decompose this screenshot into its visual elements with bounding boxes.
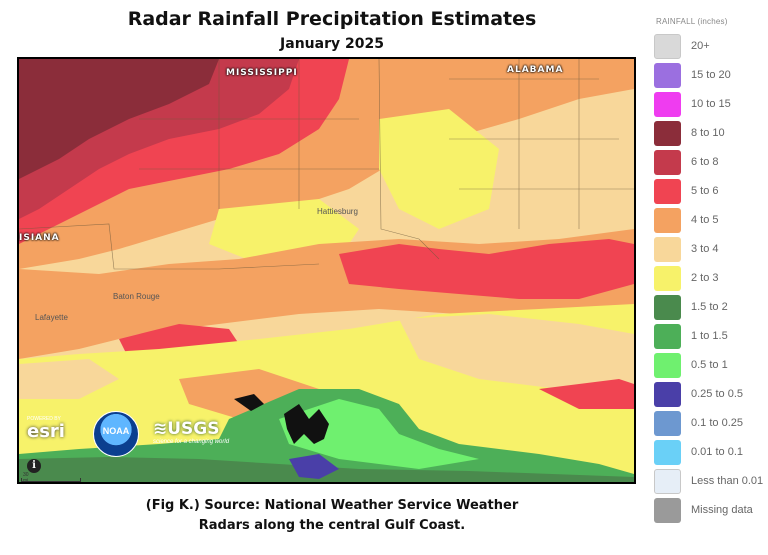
legend-item: 0.25 to 0.5 [654, 382, 768, 409]
legend-label: 15 to 20 [691, 69, 731, 81]
legend-swatch [654, 295, 681, 320]
legend-swatch [654, 353, 681, 378]
page-title: Radar Rainfall Precipitation Estimates [127, 8, 537, 30]
legend-item: 0.01 to 0.1 [654, 440, 768, 467]
legend-label: 2 to 3 [691, 272, 719, 284]
legend-item: 10 to 15 [654, 92, 768, 119]
legend-title: RAINFALL (inches) [656, 17, 728, 26]
rainfall-legend: RAINFALL (inches) 20+ 15 to 20 10 to 15 8 t… [648, 0, 768, 555]
legend-swatch [654, 179, 681, 204]
legend-item: 5 to 6 [654, 179, 768, 206]
info-icon[interactable]: i [27, 459, 41, 473]
state-label-louisiana: ISIANA [19, 233, 60, 243]
legend-label: 0.25 to 0.5 [691, 388, 743, 400]
legend-label: 1 to 1.5 [691, 330, 728, 342]
figure-caption: (Fig K.) Source: National Weather Servic… [20, 496, 644, 536]
legend-label: 5 to 6 [691, 185, 719, 197]
legend-item: 1 to 1.5 [654, 324, 768, 351]
scale-bar-label: 30 mi [23, 472, 29, 484]
state-label-mississippi: MISSISSIPPI [226, 68, 298, 78]
legend-label: 8 to 10 [691, 127, 725, 139]
rainfall-map-layers [19, 59, 634, 482]
legend-item: 15 to 20 [654, 63, 768, 90]
esri-logo: esri [27, 421, 65, 442]
legend-item: Less than 0.01 [654, 469, 768, 496]
legend-swatch [654, 382, 681, 407]
usgs-logo: ≋USGS [153, 419, 220, 439]
scale-bar-line [21, 478, 81, 482]
page-subtitle: January 2025 [280, 36, 384, 52]
legend-label: 10 to 15 [691, 98, 731, 110]
legend-swatch [654, 92, 681, 117]
city-label-hattiesburg: Hattiesburg [317, 207, 358, 216]
legend-item: 1.5 to 2 [654, 295, 768, 322]
legend-swatch [654, 469, 681, 494]
legend-swatch [654, 411, 681, 436]
state-label-alabama: ALABAMA [507, 65, 564, 75]
legend-swatch [654, 266, 681, 291]
legend-swatch [654, 324, 681, 349]
rainfall-map[interactable]: MISSISSIPPI ALABAMA ISIANA Baton Rouge L… [17, 57, 636, 484]
legend-item: 20+ [654, 34, 768, 61]
legend-label: Less than 0.01 [691, 475, 764, 487]
legend-label: 3 to 4 [691, 243, 719, 255]
legend-label: 20+ [691, 40, 710, 52]
legend-label: 0.1 to 0.25 [691, 417, 743, 429]
caption-line-1: (Fig K.) Source: National Weather Servic… [145, 498, 519, 513]
caption-line-2: Radars along the central Gulf Coast. [198, 518, 466, 533]
esri-powered-by: POWERED BY [27, 416, 61, 422]
noaa-logo-text: NOAA [102, 426, 130, 436]
usgs-tagline: science for a changing world [153, 439, 230, 445]
legend-item: Missing data [654, 498, 768, 525]
legend-label: 1.5 to 2 [691, 301, 728, 313]
city-label-baton-rouge: Baton Rouge [113, 292, 160, 301]
legend-swatch [654, 121, 681, 146]
legend-label: Missing data [691, 504, 753, 516]
legend-swatch [654, 34, 681, 59]
legend-item: 0.1 to 0.25 [654, 411, 768, 438]
legend-swatch [654, 208, 681, 233]
legend-label: 6 to 8 [691, 156, 719, 168]
legend-swatch [654, 498, 681, 523]
legend-label: 0.5 to 1 [691, 359, 728, 371]
legend-item: 4 to 5 [654, 208, 768, 235]
legend-item: 0.5 to 1 [654, 353, 768, 380]
legend-item: 6 to 8 [654, 150, 768, 177]
legend-item: 2 to 3 [654, 266, 768, 293]
legend-label: 0.01 to 0.1 [691, 446, 743, 458]
noaa-logo: NOAA [93, 411, 139, 457]
city-label-lafayette: Lafayette [35, 313, 68, 322]
legend-swatch [654, 150, 681, 175]
legend-label: 4 to 5 [691, 214, 719, 226]
legend-swatch [654, 237, 681, 262]
legend-swatch [654, 440, 681, 465]
legend-item: 3 to 4 [654, 237, 768, 264]
legend-item: 8 to 10 [654, 121, 768, 148]
legend-swatch [654, 63, 681, 88]
